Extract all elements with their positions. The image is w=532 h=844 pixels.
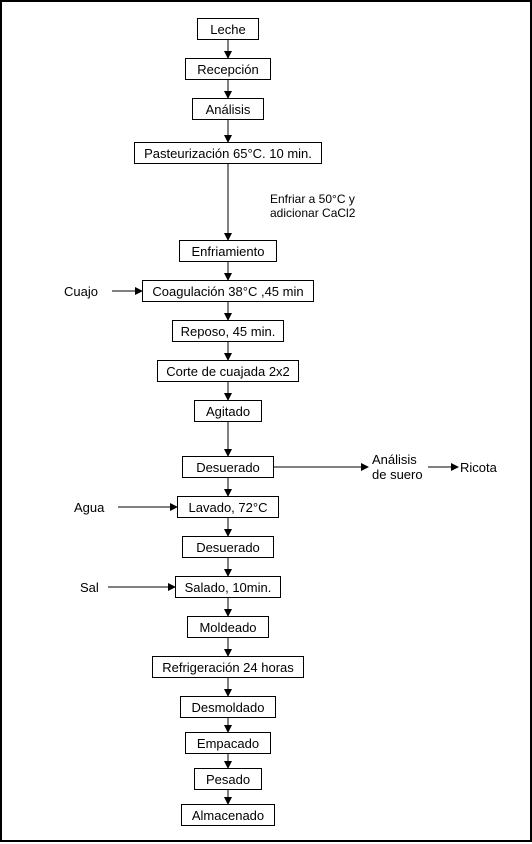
side-label-cuajo: Cuajo bbox=[64, 284, 98, 299]
node-label: Desuerado bbox=[196, 460, 260, 475]
node-salado: Salado, 10min. bbox=[175, 576, 281, 598]
side-label-ricota: Ricota bbox=[460, 460, 497, 475]
node-label: Enfriamiento bbox=[192, 244, 265, 259]
node-label: Análisis bbox=[206, 102, 251, 117]
node-corte: Corte de cuajada 2x2 bbox=[157, 360, 299, 382]
node-desuerado1: Desuerado bbox=[182, 456, 274, 478]
side-label-agua: Agua bbox=[74, 500, 104, 515]
node-label: Almacenado bbox=[192, 808, 264, 823]
annotation-enfriar: Enfriar a 50°C yadicionar CaCl2 bbox=[270, 192, 355, 221]
node-desuerado2: Desuerado bbox=[182, 536, 274, 558]
side-label-analisis-suero: Análisisde suero bbox=[372, 452, 423, 482]
node-label: Recepción bbox=[197, 62, 258, 77]
node-enfriamiento: Enfriamiento bbox=[179, 240, 277, 262]
node-label: Leche bbox=[210, 22, 245, 37]
node-label: Reposo, 45 min. bbox=[181, 324, 276, 339]
node-label: Desmoldado bbox=[192, 700, 265, 715]
node-label: Coagulación 38°C ,45 min bbox=[152, 284, 303, 299]
diagram-container: Leche Recepción Análisis Pasteurización … bbox=[0, 0, 532, 842]
node-recepcion: Recepción bbox=[185, 58, 271, 80]
node-label: Lavado, 72°C bbox=[189, 500, 268, 515]
node-almacenado: Almacenado bbox=[181, 804, 275, 826]
node-label: Pasteurización 65°C. 10 min. bbox=[144, 146, 312, 161]
node-lavado: Lavado, 72°C bbox=[177, 496, 279, 518]
node-label: Desuerado bbox=[196, 540, 260, 555]
node-moldeado: Moldeado bbox=[187, 616, 269, 638]
node-label: Moldeado bbox=[199, 620, 256, 635]
node-pasteurizacion: Pasteurización 65°C. 10 min. bbox=[134, 142, 322, 164]
node-agitado: Agitado bbox=[194, 400, 262, 422]
node-refrigeracion: Refrigeración 24 horas bbox=[152, 656, 304, 678]
side-label-sal: Sal bbox=[80, 580, 99, 595]
node-label: Pesado bbox=[206, 772, 250, 787]
node-empacado: Empacado bbox=[185, 732, 271, 754]
node-label: Empacado bbox=[197, 736, 259, 751]
node-leche: Leche bbox=[197, 18, 259, 40]
node-coagulacion: Coagulación 38°C ,45 min bbox=[142, 280, 314, 302]
node-desmoldado: Desmoldado bbox=[180, 696, 276, 718]
node-analisis: Análisis bbox=[192, 98, 264, 120]
node-label: Refrigeración 24 horas bbox=[162, 660, 294, 675]
node-label: Agitado bbox=[206, 404, 250, 419]
node-reposo: Reposo, 45 min. bbox=[172, 320, 284, 342]
node-label: Salado, 10min. bbox=[185, 580, 272, 595]
node-pesado: Pesado bbox=[194, 768, 262, 790]
node-label: Corte de cuajada 2x2 bbox=[166, 364, 290, 379]
